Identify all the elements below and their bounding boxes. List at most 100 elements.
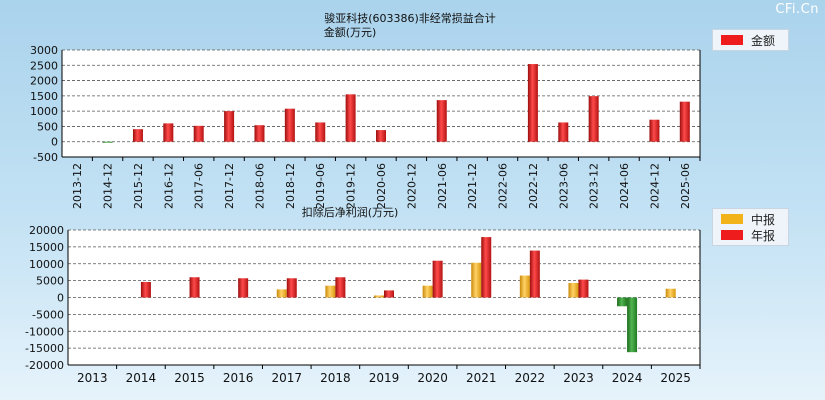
bottom-chart-xtick-label: 2022 bbox=[515, 371, 546, 385]
top-chart-xtick-label: 2014-12 bbox=[102, 163, 115, 209]
top-chart-ytick-label: 1500 bbox=[30, 90, 58, 103]
bottom-chart-bar-interim bbox=[374, 295, 384, 298]
top-chart-bar bbox=[132, 129, 143, 142]
top-chart-bar bbox=[376, 130, 386, 142]
top-chart-ytick-label: 2000 bbox=[30, 75, 58, 88]
top-chart-bar bbox=[558, 122, 569, 142]
bottom-chart-xtick-label: 2023 bbox=[563, 371, 594, 385]
bottom-chart-ytick-label: 0 bbox=[57, 292, 64, 305]
bottom-chart-bar-interim bbox=[665, 288, 676, 298]
top-chart-bar bbox=[649, 119, 660, 142]
bottom-chart-ytick-label: -5000 bbox=[32, 308, 64, 321]
bottom-chart-title: 扣除后净利润(万元) bbox=[302, 205, 399, 219]
bottom-chart-xtick-label: 2021 bbox=[466, 371, 497, 385]
top-chart-xtick-label: 2019-12 bbox=[345, 163, 358, 209]
bottom-chart-bar-annual bbox=[481, 237, 492, 298]
bottom-chart-ytick-label: -20000 bbox=[25, 359, 64, 372]
bottom-chart-bar-annual bbox=[286, 278, 297, 298]
top-chart-bar bbox=[102, 141, 113, 143]
bottom-chart-xtick-label: 2017 bbox=[271, 371, 302, 385]
top-chart-bar bbox=[588, 96, 599, 142]
bottom-chart-ytick-label: 5000 bbox=[36, 275, 64, 288]
top-chart-bar bbox=[193, 125, 204, 142]
top-chart-ytick-label: -500 bbox=[33, 151, 58, 164]
bottom-chart-xtick-label: 2025 bbox=[660, 371, 691, 385]
bottom-chart-bar-interim bbox=[568, 282, 579, 298]
top-chart-xtick-label: 2024-06 bbox=[618, 163, 631, 209]
top-chart-xtick-label: 2025-06 bbox=[679, 163, 692, 209]
bottom-chart-ytick-label: -10000 bbox=[25, 325, 64, 338]
bottom-chart-bar-interim bbox=[617, 297, 628, 307]
bottom-chart-bar-annual bbox=[432, 260, 443, 298]
top-chart-xtick-label: 2023-12 bbox=[588, 163, 601, 209]
watermark: CFi.Cn bbox=[775, 2, 819, 17]
top-chart-ytick-label: 1000 bbox=[30, 105, 58, 118]
top-chart-title: 骏亚科技(603386)非经常损益合计 bbox=[324, 11, 496, 25]
top-chart-xtick-label: 2024-12 bbox=[648, 163, 661, 209]
top-chart-bar bbox=[254, 125, 265, 142]
legend-swatch-interim bbox=[721, 214, 743, 224]
top-chart-bar bbox=[163, 123, 174, 142]
bottom-chart-bar-annual bbox=[335, 277, 346, 298]
legend-bottom: 中报 年报 bbox=[712, 208, 789, 246]
top-chart-xtick-label: 2023-06 bbox=[557, 163, 570, 209]
bottom-chart-bar-interim bbox=[519, 275, 530, 298]
bottom-chart-bar-interim bbox=[471, 262, 482, 298]
bottom-chart-bar-annual bbox=[189, 277, 200, 298]
top-chart-bar bbox=[315, 122, 326, 142]
bottom-chart-bar-interim bbox=[422, 285, 433, 298]
top-chart-xtick-label: 2022-12 bbox=[527, 163, 540, 209]
bottom-chart-bar-annual bbox=[238, 278, 249, 298]
top-chart-xtick-label: 2016-12 bbox=[162, 163, 175, 209]
bottom-chart-xtick-label: 2018 bbox=[320, 371, 351, 385]
legend-label-annual: 年报 bbox=[751, 229, 776, 243]
legend-swatch-annual bbox=[721, 230, 743, 240]
top-chart-xtick-label: 2022-06 bbox=[497, 163, 510, 209]
top-chart-xtick-label: 2017-06 bbox=[193, 163, 206, 209]
top-chart-bar bbox=[345, 94, 356, 142]
bottom-chart-xtick-label: 2019 bbox=[369, 371, 400, 385]
bottom-chart-bar-interim bbox=[276, 289, 287, 298]
top-chart-ylabel: 金额(万元) bbox=[324, 25, 377, 39]
legend-top: 金额 bbox=[712, 29, 789, 51]
top-chart-xtick-label: 2020-12 bbox=[405, 163, 418, 209]
top-chart-ytick-label: 500 bbox=[37, 120, 58, 133]
legend-label-interim: 中报 bbox=[751, 213, 776, 227]
top-chart-xtick-label: 2019-06 bbox=[314, 163, 327, 209]
top-chart-xtick-label: 2018-06 bbox=[253, 163, 266, 209]
bottom-chart-ytick-label: 20000 bbox=[29, 224, 64, 237]
legend-label-amount: 金额 bbox=[751, 34, 776, 48]
bottom-chart-bar-interim bbox=[325, 285, 336, 298]
top-chart-xtick-label: 2017-12 bbox=[223, 163, 236, 209]
top-chart-bar bbox=[436, 100, 447, 142]
top-chart-xtick-label: 2021-06 bbox=[436, 163, 449, 209]
bottom-chart-bar-annual bbox=[529, 250, 540, 298]
bottom-chart-xtick-label: 2014 bbox=[126, 371, 157, 385]
bottom-chart-xtick-label: 2015 bbox=[174, 371, 205, 385]
top-chart-xtick-label: 2020-06 bbox=[375, 163, 388, 209]
top-chart-bar bbox=[284, 108, 295, 142]
bottom-chart-bar-annual bbox=[384, 290, 394, 298]
bottom-chart-xtick-label: 2013 bbox=[77, 371, 108, 385]
top-chart-xtick-label: 2021-12 bbox=[466, 163, 479, 209]
bottom-chart-ytick-label: -15000 bbox=[25, 342, 64, 355]
bottom-chart-xtick-label: 2024 bbox=[612, 371, 643, 385]
legend-swatch-amount bbox=[721, 35, 743, 45]
top-chart-xtick-label: 2015-12 bbox=[132, 163, 145, 209]
top-chart-xtick-label: 2013-12 bbox=[71, 163, 84, 209]
bottom-chart-bar-annual bbox=[578, 279, 589, 298]
top-chart-ytick-label: 2500 bbox=[30, 59, 58, 72]
bottom-chart-bar-annual bbox=[627, 297, 638, 353]
bottom-chart-ytick-label: 10000 bbox=[29, 258, 64, 271]
bottom-chart-bar-annual bbox=[140, 281, 151, 298]
bottom-chart-xtick-label: 2020 bbox=[417, 371, 448, 385]
top-chart-ytick-label: 0 bbox=[51, 136, 58, 149]
bottom-chart-xtick-label: 2016 bbox=[223, 371, 254, 385]
top-chart-xtick-label: 2018-12 bbox=[284, 163, 297, 209]
top-chart-bar bbox=[527, 64, 538, 142]
top-chart-bar bbox=[679, 101, 690, 142]
bottom-chart-ytick-label: 15000 bbox=[29, 241, 64, 254]
top-chart-bar bbox=[224, 111, 235, 142]
top-chart-ytick-label: 3000 bbox=[30, 44, 58, 57]
